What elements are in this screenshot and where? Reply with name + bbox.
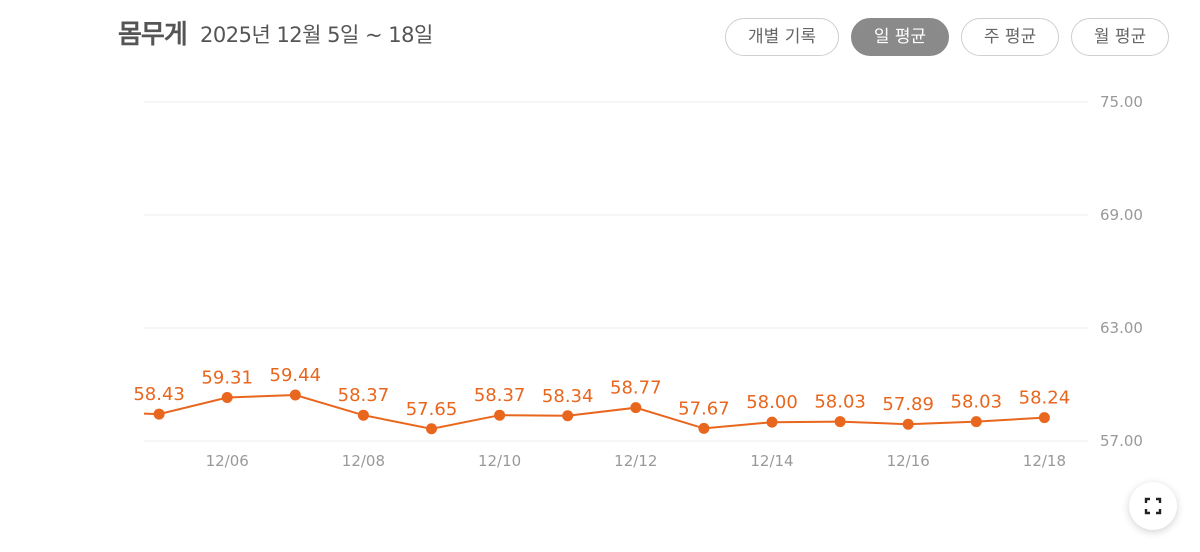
data-label: 58.03 [814,392,866,413]
chart-title: 몸무게 [118,20,188,50]
y-tick-label: 75.00 [1100,93,1143,111]
data-label: 57.67 [678,398,730,419]
data-label: 58.43 [133,384,185,405]
data-point [766,416,778,428]
x-tick-label: 12/14 [750,452,793,470]
y-tick-label: 63.00 [1100,319,1143,337]
data-point [1038,412,1050,424]
data-label: 58.00 [746,392,798,413]
data-point [426,423,437,435]
data-label: 58.77 [610,378,662,399]
weekly-average-button[interactable]: 주 평균 [961,18,1059,56]
data-point [494,409,506,421]
data-label: 58.24 [1019,388,1071,409]
individual-records-button[interactable]: 개별 기록 [725,18,839,56]
y-tick-label: 57.00 [1100,432,1143,450]
x-tick-label: 12/18 [1023,452,1066,470]
data-point [698,422,710,434]
monthly-average-button[interactable]: 월 평균 [1071,18,1169,56]
data-point [153,408,165,420]
x-tick-label: 12/08 [342,452,385,470]
data-label: 58.37 [474,385,526,406]
data-label: 57.65 [406,399,458,420]
data-label: 59.31 [201,367,253,388]
x-tick-label: 12/10 [478,452,521,470]
y-tick-label: 69.00 [1100,206,1143,224]
x-tick-label: 12/06 [206,452,249,470]
data-label: 59.44 [270,365,322,386]
date-range: 2025년 12월 5일 ~ 18일 [200,23,433,47]
data-label: 58.03 [951,392,1003,413]
data-point [630,402,642,414]
x-tick-label: 12/12 [614,452,657,470]
data-point [221,391,233,403]
data-point [357,409,369,421]
data-label: 57.89 [882,394,934,415]
data-label: 58.37 [338,385,390,406]
data-point [562,410,574,422]
data-point [834,416,846,428]
data-point [902,418,914,430]
data-point [970,416,982,428]
data-label: 58.34 [542,386,594,407]
data-point [289,389,301,401]
fullscreen-button[interactable] [1129,482,1177,530]
period-segmented-control: 개별 기록 일 평균 주 평균 월 평균 [0,18,1200,60]
daily-average-button[interactable]: 일 평균 [851,18,949,56]
x-tick-label: 12/16 [887,452,930,470]
expand-corners-icon [1144,497,1162,515]
